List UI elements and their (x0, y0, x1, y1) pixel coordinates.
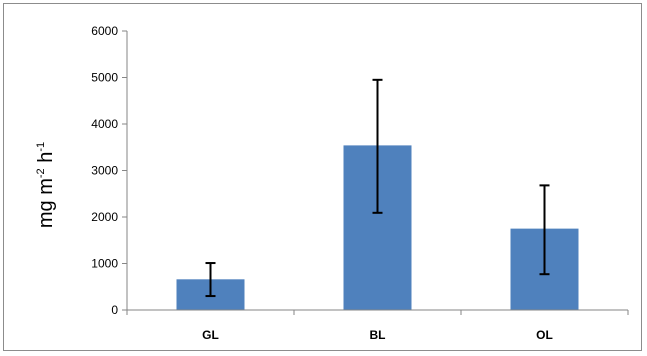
axes-layer (122, 30, 629, 315)
labels-layer: 0 1000 2000 3000 4000 5000 6000 GL BL OL (91, 24, 553, 342)
error-bars-layer (205, 78, 550, 298)
y-tick-label: 2000 (91, 210, 118, 224)
y-tick-label: 5000 (91, 71, 118, 85)
x-category-label: BL (370, 328, 386, 342)
x-category-label: GL (202, 328, 219, 342)
y-label-part-2: h (35, 152, 57, 169)
svg-text:mg m-2 h-1: mg m-2 h-1 (35, 142, 57, 228)
y-tick-label: 1000 (91, 257, 118, 271)
y-tick-label: 0 (111, 303, 118, 317)
y-label-exp-1: -2 (35, 168, 47, 178)
y-tick-label: 6000 (91, 24, 118, 38)
x-category-label: OL (536, 328, 553, 342)
y-axis-label: mg m-2 h-1 (35, 142, 57, 228)
y-tick-label: 3000 (91, 164, 118, 178)
y-tick-label: 4000 (91, 117, 118, 131)
y-label-exp-2: -1 (35, 142, 47, 152)
y-label-part-1: mg m (35, 178, 57, 228)
